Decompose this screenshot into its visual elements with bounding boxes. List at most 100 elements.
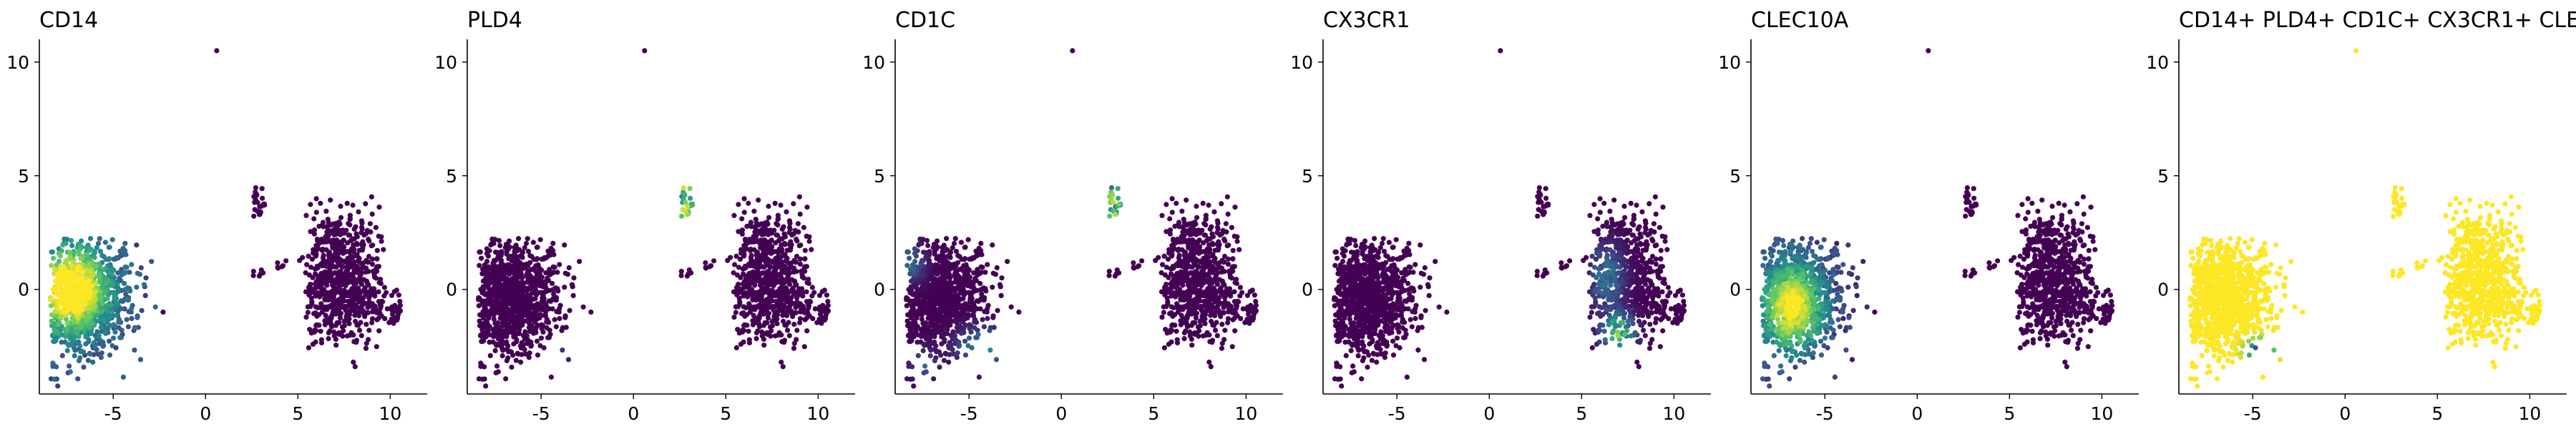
scatter-point xyxy=(1160,262,1166,267)
scatter-point xyxy=(336,277,341,282)
panel-title: CD14 xyxy=(39,8,98,33)
scatter-point xyxy=(1230,256,1236,262)
scatter-point xyxy=(570,284,575,290)
scatter-point xyxy=(112,329,118,335)
scatter-point xyxy=(331,297,337,303)
scatter-point xyxy=(1194,282,1200,287)
scatter-point xyxy=(1236,247,1242,252)
scatter-point xyxy=(931,376,937,382)
scatter-point xyxy=(1225,320,1231,325)
y-tick-label: 5 xyxy=(446,166,457,187)
scatter-point xyxy=(804,328,810,334)
scatter-point xyxy=(376,204,382,210)
scatter-point xyxy=(117,335,123,340)
scatter-point xyxy=(300,255,306,260)
scatter-point xyxy=(1216,301,1221,307)
scatter-point xyxy=(1169,339,1174,345)
scatter-point xyxy=(324,282,330,288)
scatter-point xyxy=(369,256,376,262)
scatter-point xyxy=(779,236,785,242)
scatter-point xyxy=(306,345,311,350)
scatter-point xyxy=(315,237,321,243)
scatter-point xyxy=(736,282,741,287)
scatter-point xyxy=(1193,315,1199,321)
scatter-point xyxy=(1181,330,1187,336)
scatter-point xyxy=(325,278,331,285)
scatter-point xyxy=(786,225,793,230)
scatter-point xyxy=(525,236,530,242)
scatter-point xyxy=(798,268,804,274)
scatter-point xyxy=(337,260,343,266)
scatter-point xyxy=(305,304,311,310)
scatter-point xyxy=(797,211,803,217)
scatter-point xyxy=(731,270,736,276)
scatter-point xyxy=(794,236,799,242)
scatter-point xyxy=(1219,345,1225,351)
scatter-point xyxy=(90,359,96,365)
scatter-point xyxy=(482,376,487,382)
scatter-point xyxy=(778,202,784,208)
scatter-point xyxy=(363,345,369,351)
scatter-point xyxy=(771,314,777,320)
scatter-point xyxy=(113,299,119,305)
scatter-point xyxy=(114,255,119,261)
x-tick-label: 0 xyxy=(1055,403,1067,424)
scatter-point xyxy=(756,290,761,295)
scatter-point xyxy=(565,357,572,363)
scatter-point xyxy=(329,324,335,330)
scatter-point xyxy=(557,262,562,267)
scatter-point xyxy=(67,270,72,275)
scatter-point xyxy=(774,321,780,327)
scatter-point xyxy=(1176,252,1182,258)
scatter-point xyxy=(1161,345,1167,350)
scatter-point xyxy=(985,262,990,267)
scatter-point xyxy=(345,240,351,246)
scatter-point xyxy=(99,350,104,356)
scatter-point xyxy=(775,222,781,228)
scatter-point xyxy=(935,348,940,354)
scatter-point xyxy=(1207,339,1213,345)
scatter-point xyxy=(371,274,378,280)
scatter-point xyxy=(356,266,362,272)
scatter-point xyxy=(791,340,797,346)
scatter-point xyxy=(1205,254,1211,260)
scatter-point xyxy=(1237,285,1243,290)
scatter-point xyxy=(786,218,792,224)
scatter-point xyxy=(1224,243,1230,249)
scatter-point xyxy=(71,335,77,340)
scatter-point xyxy=(1163,282,1169,287)
scatter-point xyxy=(311,216,317,222)
scatter-point xyxy=(1195,324,1201,330)
scatter-point xyxy=(778,262,784,267)
scatter-point xyxy=(805,310,811,316)
scatter-point xyxy=(758,237,764,243)
scatter-point xyxy=(381,247,386,252)
scatter-point xyxy=(1159,315,1165,320)
scatter-point xyxy=(990,285,995,290)
scatter-point xyxy=(85,358,91,363)
scatter-point xyxy=(361,310,366,316)
scatter-point xyxy=(1186,237,1192,243)
scatter-point xyxy=(499,353,505,359)
scatter-point xyxy=(477,249,484,255)
scatter-point xyxy=(318,340,325,346)
scatter-point xyxy=(1107,213,1113,219)
scatter-point xyxy=(98,355,104,360)
scatter-point xyxy=(822,305,828,311)
scatter-point xyxy=(771,290,777,297)
scatter-point xyxy=(97,236,102,242)
scatter-point xyxy=(333,311,338,317)
scatter-point xyxy=(1169,285,1174,291)
scatter-point xyxy=(109,342,115,349)
scatter-point xyxy=(81,302,87,307)
scatter-point xyxy=(107,338,112,344)
scatter-point xyxy=(1229,225,1234,230)
scatter-point xyxy=(308,282,313,287)
scatter-point xyxy=(376,289,381,295)
scatter-point xyxy=(982,309,987,315)
scatter-point xyxy=(743,237,748,243)
scatter-point xyxy=(767,324,774,330)
scatter-point xyxy=(260,195,265,201)
scatter-point xyxy=(350,273,356,279)
scatter-point xyxy=(783,257,789,264)
